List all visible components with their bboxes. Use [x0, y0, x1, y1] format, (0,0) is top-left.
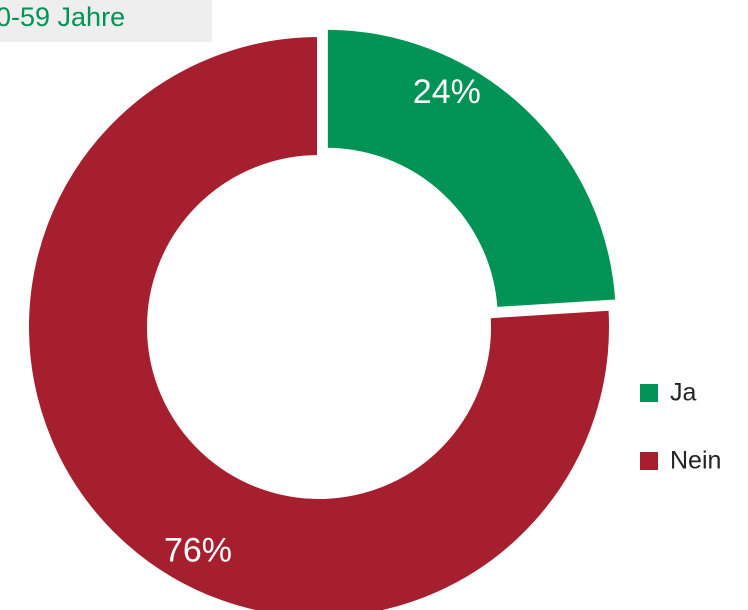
title-background: [0, 0, 212, 42]
chart-title: 0-59 Jahre: [0, 2, 125, 32]
donut-slice: [25, 32, 613, 610]
legend-swatch: [640, 452, 658, 470]
donut-slice: [323, 25, 620, 312]
data-label: 76%: [164, 532, 232, 570]
legend-label: Ja: [670, 379, 697, 407]
data-label: 24%: [413, 73, 481, 111]
legend-swatch: [640, 384, 658, 402]
legend-label: Nein: [670, 447, 721, 475]
